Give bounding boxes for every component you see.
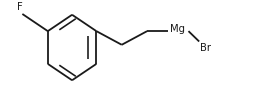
Text: Mg: Mg [170,24,185,34]
Text: Br: Br [201,43,211,53]
Text: F: F [17,2,23,12]
